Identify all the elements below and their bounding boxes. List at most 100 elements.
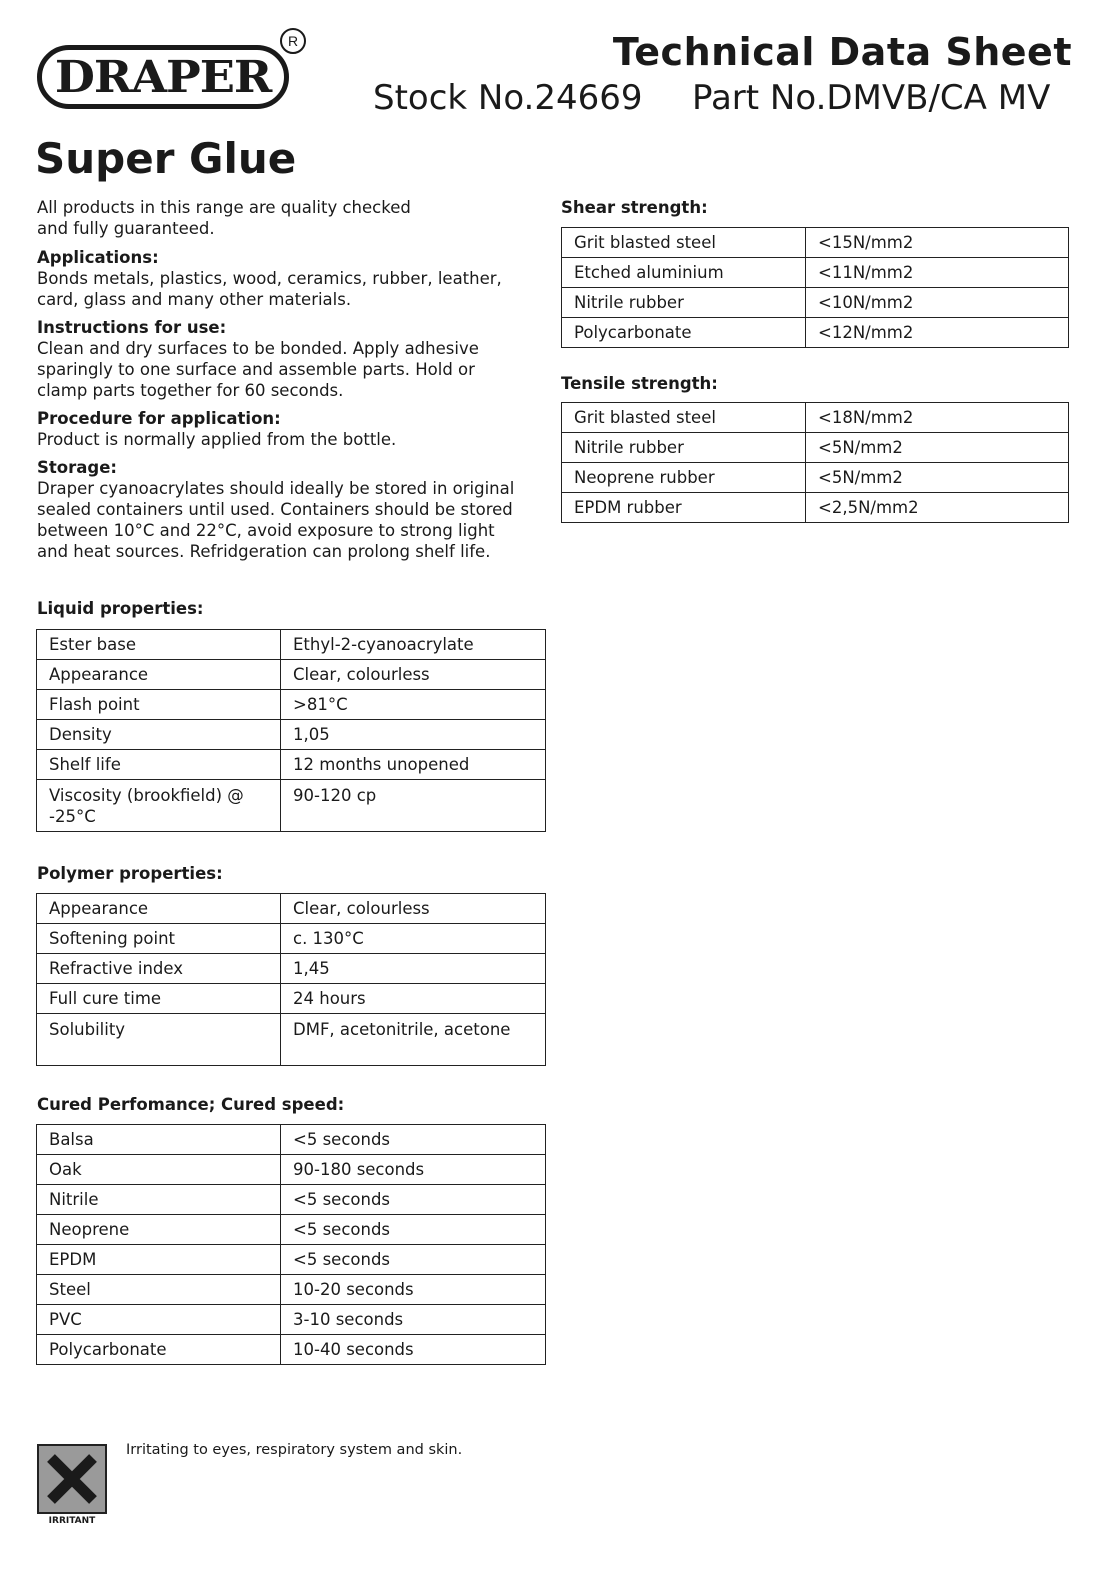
property-name: Shelf life: [36, 749, 281, 780]
section-heading: Applications:: [37, 248, 159, 267]
property-value: <10N/mm2: [805, 287, 1069, 318]
table-row: Ester base Ethyl-2-cyanoacrylate: [36, 629, 546, 660]
property-value: 12 months unopened: [280, 749, 546, 780]
section-heading: Procedure for application:: [37, 409, 281, 428]
property-value: 90-180 seconds: [280, 1154, 546, 1185]
shear-strength-table: Grit blasted steel <15N/mm2 Etched alumini…: [561, 227, 1069, 348]
storage-section: Storage: Draper cyanoacrylates should ide…: [37, 457, 517, 562]
property-value: 3-10 seconds: [280, 1304, 546, 1335]
property-value: Ethyl-2-cyanoacrylate: [280, 629, 546, 660]
table-row: EPDM <5 seconds: [36, 1244, 546, 1275]
liquid-heading: Liquid properties:: [37, 599, 204, 618]
property-value: 10-40 seconds: [280, 1334, 546, 1365]
table-row: Oak 90-180 seconds: [36, 1154, 546, 1185]
liquid-properties-table: Ester base Ethyl-2-cyanoacrylate Appearanc…: [36, 629, 546, 832]
property-value: 1,05: [280, 719, 546, 750]
cured-speed-table: Balsa <5 seconds Oak 90-180 seconds Nitrile <…: [36, 1124, 546, 1365]
property-value: <5 seconds: [280, 1124, 546, 1155]
property-value: <5N/mm2: [805, 462, 1069, 493]
property-name: Density: [36, 719, 281, 750]
instructions-section: Instructions for use: Clean and dry surfa…: [37, 317, 527, 401]
shear-heading: Shear strength:: [561, 198, 708, 217]
property-value: <2,5N/mm2: [805, 492, 1069, 523]
table-row: Density 1,05: [36, 719, 546, 750]
table-row: Balsa <5 seconds: [36, 1124, 546, 1155]
property-value: c. 130°C: [280, 923, 546, 954]
property-name: PVC: [36, 1304, 281, 1335]
section-text: Bonds metals, plastics, wood, ceramics, …: [37, 269, 502, 309]
section-heading: Instructions for use:: [37, 318, 227, 337]
property-name: Refractive index: [36, 953, 281, 984]
property-name: Balsa: [36, 1124, 281, 1155]
product-title: Super Glue: [35, 134, 297, 183]
table-row: Grit blasted steel <18N/mm2: [561, 402, 1069, 433]
property-name: Polycarbonate: [561, 317, 806, 348]
table-row: Shelf life 12 months unopened: [36, 749, 546, 780]
property-name: Etched aluminium: [561, 257, 806, 288]
table-row: Steel 10-20 seconds: [36, 1274, 546, 1305]
property-name: Neoprene rubber: [561, 462, 806, 493]
brand-name: DRAPER: [54, 51, 272, 103]
property-name: EPDM rubber: [561, 492, 806, 523]
doc-title: Technical Data Sheet: [612, 30, 1072, 74]
property-name: Ester base: [36, 629, 281, 660]
section-heading: Storage:: [37, 458, 117, 477]
property-name: Full cure time: [36, 983, 281, 1014]
info-sections: Applications: Bonds metals, plastics, woo…: [37, 247, 542, 562]
polymer-properties-table: Appearance Clear, colourless Softening poi…: [36, 893, 546, 1066]
property-value: Clear, colourless: [280, 659, 546, 690]
table-row: Nitrile rubber <10N/mm2: [561, 287, 1069, 318]
draper-logo: DRAPER: [37, 45, 289, 109]
property-value: <18N/mm2: [805, 402, 1069, 433]
property-name: Polycarbonate: [36, 1334, 281, 1365]
property-value: 24 hours: [280, 983, 546, 1014]
property-name: Grit blasted steel: [561, 227, 806, 258]
irritant-x-icon: [37, 1444, 107, 1514]
tensile-strength-table: Grit blasted steel <18N/mm2 Nitrile rubber…: [561, 402, 1069, 523]
table-row: Softening point c. 130°C: [36, 923, 546, 954]
table-row: Solubility DMF, acetonitrile, acetone: [36, 1013, 546, 1066]
table-row: Neoprene <5 seconds: [36, 1214, 546, 1245]
property-value: <11N/mm2: [805, 257, 1069, 288]
table-row: Nitrile <5 seconds: [36, 1184, 546, 1215]
table-row: Polycarbonate 10-40 seconds: [36, 1334, 546, 1365]
property-name: EPDM: [36, 1244, 281, 1275]
property-value: 90-120 cp: [280, 779, 546, 832]
property-value: Clear, colourless: [280, 893, 546, 924]
property-name: Solubility: [36, 1013, 281, 1066]
property-name: Viscosity (brookfield) @ -25°C: [36, 779, 281, 832]
tensile-heading: Tensile strength:: [561, 374, 718, 393]
section-text: Draper cyanoacrylates should ideally be …: [37, 479, 515, 561]
property-name: Softening point: [36, 923, 281, 954]
section-text: Product is normally applied from the bot…: [37, 430, 397, 449]
polymer-heading: Polymer properties:: [37, 864, 223, 883]
table-row: Refractive index 1,45: [36, 953, 546, 984]
table-row: Viscosity (brookfield) @ -25°C 90-120 cp: [36, 779, 546, 832]
irritant-label: IRRITANT: [48, 1516, 96, 1526]
property-name: Nitrile rubber: [561, 287, 806, 318]
table-row: Appearance Clear, colourless: [36, 893, 546, 924]
cured-heading: Cured Perfomance; Cured speed:: [37, 1095, 345, 1114]
property-value: DMF, acetonitrile, acetone: [280, 1013, 546, 1066]
property-name: Oak: [36, 1154, 281, 1185]
property-value: <5 seconds: [280, 1244, 546, 1275]
table-row: Grit blasted steel <15N/mm2: [561, 227, 1069, 258]
property-value: >81°C: [280, 689, 546, 720]
registered-mark-icon: R: [280, 28, 306, 54]
table-row: Etched aluminium <11N/mm2: [561, 257, 1069, 288]
property-name: Flash point: [36, 689, 281, 720]
property-value: <5 seconds: [280, 1184, 546, 1215]
table-row: Full cure time 24 hours: [36, 983, 546, 1014]
property-name: Nitrile: [36, 1184, 281, 1215]
section-text: Clean and dry surfaces to be bonded. App…: [37, 339, 479, 400]
property-name: Nitrile rubber: [561, 432, 806, 463]
property-value: <5N/mm2: [805, 432, 1069, 463]
table-row: Neoprene rubber <5N/mm2: [561, 462, 1069, 493]
stock-number: Stock No.24669: [373, 78, 643, 118]
intro-text: All products in this range are quality c…: [37, 198, 411, 238]
applications-section: Applications: Bonds metals, plastics, woo…: [37, 247, 542, 310]
property-value: 1,45: [280, 953, 546, 984]
property-name: Neoprene: [36, 1214, 281, 1245]
table-row: Flash point >81°C: [36, 689, 546, 720]
property-name: Appearance: [36, 893, 281, 924]
